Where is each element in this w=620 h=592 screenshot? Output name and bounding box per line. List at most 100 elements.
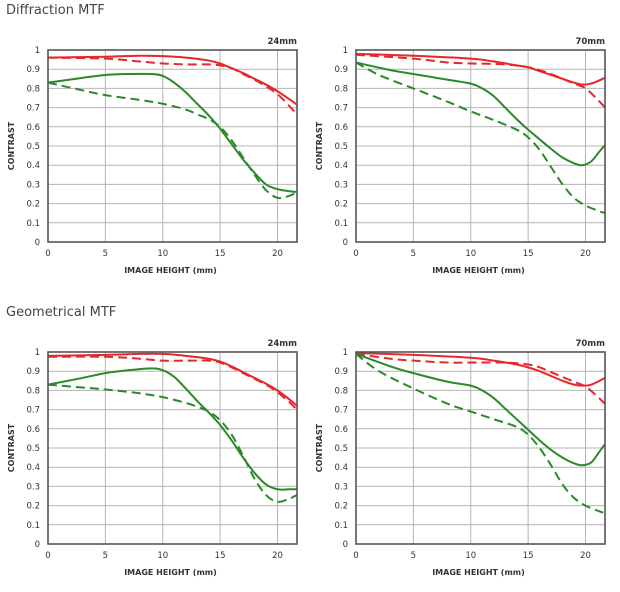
y-tick-label: 0 [343, 540, 348, 550]
y-tick-label: 0.8 [26, 386, 40, 396]
section-title-geometrical: Geometrical MTF [6, 305, 117, 320]
y-tick-label: 0.4 [26, 463, 40, 473]
x-tick-label: 5 [411, 249, 416, 259]
x-tick-label: 0 [353, 551, 358, 561]
focal-length-label: 70mm [575, 339, 605, 349]
y-tick-label: 0.8 [334, 386, 348, 396]
y-tick-label: 0.7 [26, 406, 40, 416]
x-tick-label: 0 [45, 551, 50, 561]
series-line-red-meridional [355, 53, 606, 109]
series-line-green-meridional [355, 61, 606, 215]
y-tick-label: 0.3 [334, 180, 348, 190]
y-tick-label: 0.3 [26, 180, 40, 190]
y-tick-label: 0.1 [334, 219, 348, 229]
series-line-red-sagittal [355, 351, 606, 387]
y-tick-label: 0.2 [334, 502, 348, 512]
y-tick-label: 0.6 [334, 425, 348, 435]
mtf-chart-geometrical-24mm: 00.10.20.30.40.50.60.70.80.910 5 10 15 2024m… [7, 339, 298, 577]
y-tick-label: 0.2 [334, 200, 348, 210]
focal-length-label: 70mm [575, 37, 605, 47]
plot-frame [355, 351, 606, 545]
series-line-green-meridional [47, 383, 298, 503]
series-line-green-sagittal [47, 72, 298, 194]
y-tick-label: 0.8 [334, 84, 348, 94]
mtf-chart-diffraction-70mm: 00.10.20.30.40.50.60.70.80.910 5 10 15 2070m… [315, 37, 606, 275]
grid [48, 352, 297, 544]
x-axis-label: IMAGE HEIGHT (mm) [124, 266, 217, 275]
grid [356, 50, 605, 242]
y-tick-label: 0.4 [334, 463, 348, 473]
x-tick-label: 0 [45, 249, 50, 259]
x-tick-label: 10 [465, 551, 476, 561]
mtf-chart-geometrical-70mm: 00.10.20.30.40.50.60.70.80.910 5 10 15 2070m… [315, 339, 606, 577]
x-axis-label: IMAGE HEIGHT (mm) [432, 266, 525, 275]
y-tick-label: 0.4 [26, 161, 40, 171]
x-tick-label: 15 [523, 551, 534, 561]
x-tick-label: 5 [411, 551, 416, 561]
y-tick-label: 0.2 [26, 502, 40, 512]
x-tick-label: 15 [523, 249, 534, 259]
y-tick-label: 0.2 [26, 200, 40, 210]
x-tick-label: 5 [103, 249, 108, 259]
series-line-green-meridional [47, 81, 298, 200]
section-title-diffraction: Diffraction MTF [6, 3, 105, 18]
x-axis-label: IMAGE HEIGHT (mm) [432, 568, 525, 577]
series-line-green-sagittal [355, 61, 606, 167]
x-tick-label: 10 [157, 551, 168, 561]
y-tick-label: 0.7 [26, 104, 40, 114]
y-tick-label: 0.6 [26, 425, 40, 435]
y-tick-label: 0.6 [26, 123, 40, 133]
x-tick-label: 5 [103, 551, 108, 561]
y-tick-label: 0 [35, 540, 40, 550]
x-tick-label: 20 [580, 551, 591, 561]
x-tick-label: 10 [157, 249, 168, 259]
y-axis-label: CONTRAST [7, 423, 16, 472]
y-tick-label: 1 [343, 46, 348, 56]
focal-length-label: 24mm [267, 339, 297, 349]
y-axis-label: CONTRAST [7, 121, 16, 170]
y-tick-label: 0.5 [26, 142, 40, 152]
plot-frame [355, 49, 606, 243]
y-tick-label: 0.1 [26, 219, 40, 229]
y-tick-label: 0.4 [334, 161, 348, 171]
x-tick-label: 20 [580, 249, 591, 259]
series-line-red-sagittal [47, 54, 298, 106]
series-line-green-sagittal [355, 352, 606, 467]
plot-frame [47, 351, 298, 545]
plot-frame [47, 49, 298, 243]
y-tick-label: 0.5 [26, 444, 40, 454]
y-tick-label: 0.5 [334, 444, 348, 454]
y-tick-label: 0 [343, 238, 348, 248]
series-group [47, 54, 298, 200]
y-tick-label: 0 [35, 238, 40, 248]
y-axis-label: CONTRAST [315, 423, 324, 472]
x-tick-label: 20 [272, 249, 283, 259]
series-line-green-sagittal [47, 367, 297, 491]
y-tick-label: 0.6 [334, 123, 348, 133]
y-tick-label: 1 [35, 46, 40, 56]
y-tick-label: 0.9 [334, 65, 348, 75]
mtf-chart-diffraction-24mm: 00.10.20.30.40.50.60.70.80.910 5 10 15 2024m… [7, 37, 298, 275]
y-tick-label: 0.1 [334, 521, 348, 531]
y-tick-label: 0.7 [334, 104, 348, 114]
y-tick-label: 0.3 [334, 482, 348, 492]
y-tick-label: 0.9 [26, 367, 40, 377]
grid [356, 352, 605, 544]
y-axis-label: CONTRAST [315, 121, 324, 170]
series-line-red-meridional [355, 352, 606, 405]
y-tick-label: 0.3 [26, 482, 40, 492]
x-tick-label: 10 [465, 249, 476, 259]
x-tick-label: 15 [215, 249, 226, 259]
y-tick-label: 0.5 [334, 142, 348, 152]
series-line-red-sagittal [47, 352, 298, 407]
y-tick-label: 1 [343, 348, 348, 358]
grid [48, 50, 297, 242]
x-axis-label: IMAGE HEIGHT (mm) [124, 568, 217, 577]
y-tick-label: 0.9 [26, 65, 40, 75]
series-line-green-meridional [355, 353, 606, 515]
series-group [355, 351, 606, 515]
focal-length-label: 24mm [267, 37, 297, 47]
y-tick-label: 0.8 [26, 84, 40, 94]
y-tick-label: 0.1 [26, 521, 40, 531]
series-line-red-meridional [47, 355, 298, 411]
